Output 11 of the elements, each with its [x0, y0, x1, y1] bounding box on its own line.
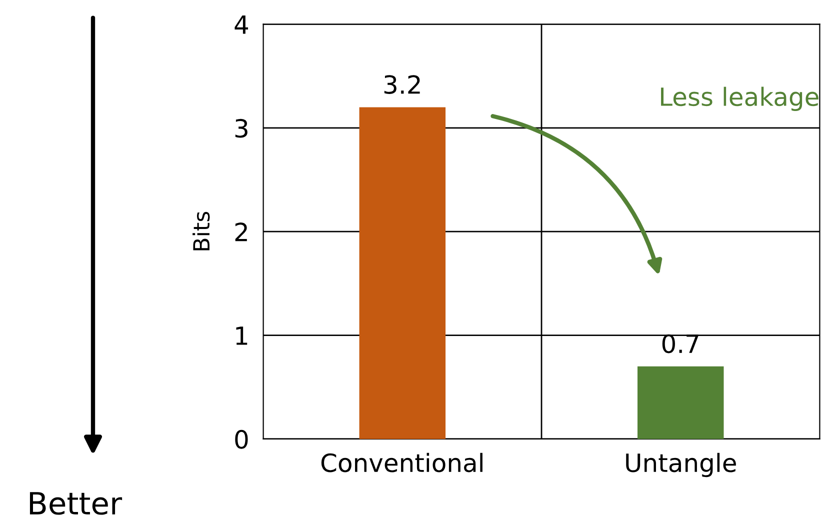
- text: Better: [30, 492, 122, 515]
- annotation: Less leakage: [661, 86, 818, 111]
- x-tick-label: Untangle: [626, 452, 736, 478]
- y-tick-label: 1: [236, 326, 248, 345]
- y-tick-label: 3: [235, 118, 248, 138]
- y-axis-title: Bits: [192, 212, 210, 250]
- x-tick-label: Conventional: [321, 452, 482, 472]
- y-tick-label: 2: [235, 222, 247, 242]
- y-tick-label: 4: [234, 16, 248, 34]
- data-label: 3.2: [384, 75, 420, 94]
- y-tick-label: 0: [235, 430, 248, 449]
